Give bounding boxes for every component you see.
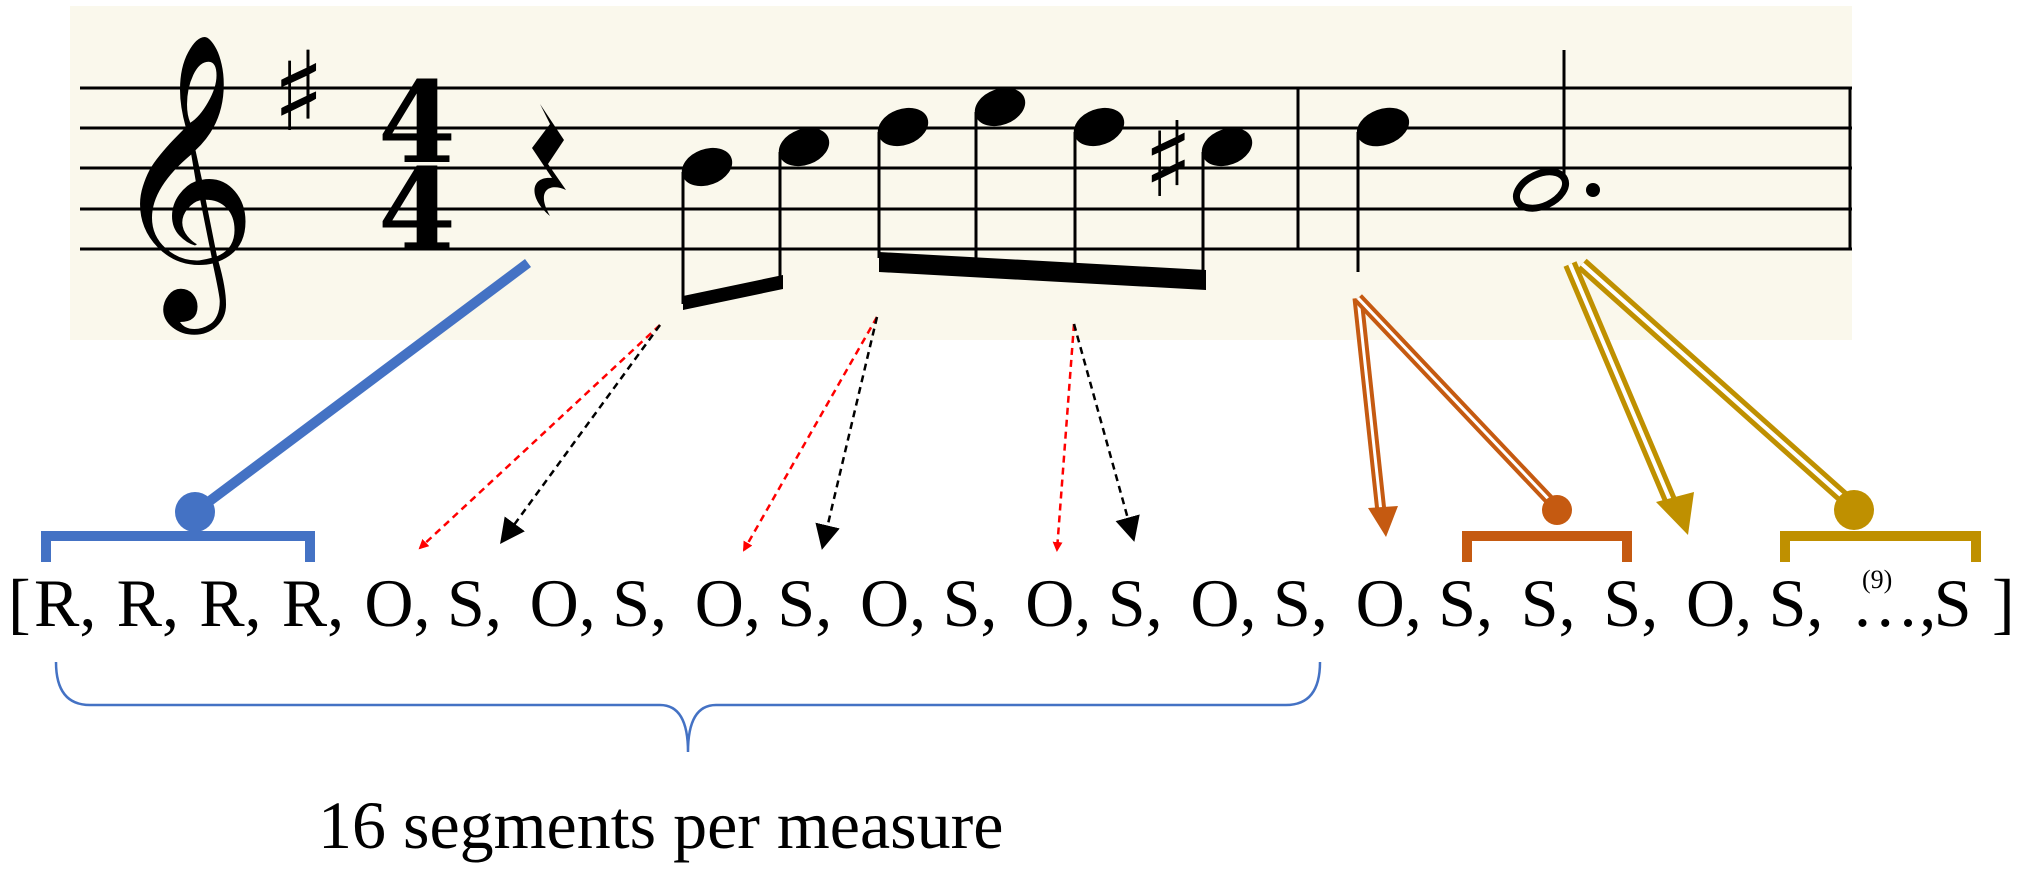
sequence-token: S, bbox=[612, 565, 667, 641]
beam bbox=[879, 252, 1206, 290]
quarter-rest-icon bbox=[532, 104, 566, 216]
notehead bbox=[1201, 127, 1253, 167]
beam bbox=[683, 275, 783, 310]
onset-arrow-inner bbox=[1356, 297, 1383, 513]
sequence-token: S, bbox=[1273, 565, 1328, 641]
notehead bbox=[681, 147, 733, 187]
sequence-token: O, bbox=[860, 565, 926, 641]
sustain-connector-inner bbox=[1356, 296, 1559, 510]
notehead bbox=[1356, 107, 1410, 147]
rest-bracket bbox=[41, 531, 315, 562]
dotted-half-mapping bbox=[1563, 258, 1981, 562]
rest-mapping bbox=[41, 258, 531, 562]
sequence-token: S, bbox=[1108, 565, 1163, 641]
sequence-token: O, bbox=[695, 565, 761, 641]
sequence-token: S bbox=[1934, 565, 1972, 641]
ellipsis-note: (9) bbox=[1862, 565, 1892, 594]
sequence-token: O, bbox=[1686, 565, 1752, 641]
sequence-token: R, bbox=[34, 565, 96, 641]
accidental-sharp-icon: ♯ bbox=[1143, 99, 1193, 221]
sequence-token: S, bbox=[1521, 565, 1576, 641]
onset-arrow bbox=[418, 324, 661, 550]
sequence-token: R, bbox=[199, 565, 261, 641]
augmentation-dot bbox=[1586, 183, 1600, 197]
notehead bbox=[974, 87, 1026, 127]
onset-arrow bbox=[1052, 323, 1076, 552]
sustain-connector-dot bbox=[1542, 495, 1572, 525]
sequence-token: R, bbox=[282, 565, 344, 641]
time-signature-top: 4 bbox=[378, 58, 456, 189]
treble-clef-icon: 𝄞 bbox=[110, 30, 258, 335]
sustain-arrow bbox=[500, 324, 662, 545]
onset-arrow-head bbox=[1656, 492, 1694, 535]
sequence-token: O, bbox=[364, 565, 430, 641]
sequence-token: S, bbox=[1603, 565, 1658, 641]
sustain-arrow bbox=[815, 316, 879, 550]
sequence-token: S, bbox=[1438, 565, 1493, 641]
rest-connector-dot bbox=[175, 492, 215, 532]
onset-arrow-inner bbox=[1568, 263, 1674, 506]
sequence-token: O, bbox=[1025, 565, 1091, 641]
sequence-token: S, bbox=[1769, 565, 1824, 641]
sequence-token: S, bbox=[777, 565, 832, 641]
sequence-token: R, bbox=[117, 565, 179, 641]
sustain-bracket bbox=[1780, 531, 1981, 562]
sheet-music: 𝄞 ♯ 4 4 ♯ bbox=[70, 6, 1852, 340]
sequence-token: O, bbox=[530, 565, 596, 641]
rest-connector bbox=[192, 258, 531, 517]
notehead bbox=[877, 107, 929, 147]
measure-brace bbox=[54, 661, 1322, 753]
sustain-arrow bbox=[1072, 323, 1140, 542]
notehead bbox=[1073, 107, 1125, 147]
open-bracket: [ bbox=[8, 565, 31, 641]
sequence-token: O, bbox=[1190, 565, 1256, 641]
sequence-token: O, bbox=[1356, 565, 1422, 641]
sharp-icon: ♯ bbox=[272, 28, 325, 156]
close-bracket: ] bbox=[1992, 565, 2015, 641]
quarter-note bbox=[1356, 107, 1410, 272]
eighth-note-group: ♯ bbox=[877, 87, 1253, 290]
eighth-note-arrows bbox=[418, 316, 1140, 552]
sequence-token: S, bbox=[447, 565, 502, 641]
notehead bbox=[778, 127, 830, 167]
dotted-half-note bbox=[1512, 50, 1600, 212]
onset-arrow-head bbox=[1368, 506, 1398, 537]
sustain-connector-dot bbox=[1834, 490, 1874, 530]
eighth-note-pair bbox=[681, 127, 830, 310]
onset-arrow bbox=[742, 316, 879, 552]
sustain-bracket bbox=[1462, 531, 1632, 562]
time-signature-bottom: 4 bbox=[378, 145, 456, 276]
caption: 16 segments per measure bbox=[318, 787, 1003, 863]
quarter-note-mapping bbox=[1352, 294, 1632, 562]
sequence-token: S, bbox=[943, 565, 998, 641]
token-sequence: [ R, R, R, R, O, S, O, S, O, S, O, S, O, S, O, S, O, S, S,… bbox=[8, 565, 2015, 641]
token-list: R, R, R, R, O, S, O, S, O, S, O, S, O, S, O, S, O, S, S, S,… bbox=[34, 565, 1972, 641]
sequence-token: …, bbox=[1851, 565, 1936, 641]
staff bbox=[80, 86, 1852, 251]
sustain-connector-inner bbox=[1580, 262, 1854, 507]
